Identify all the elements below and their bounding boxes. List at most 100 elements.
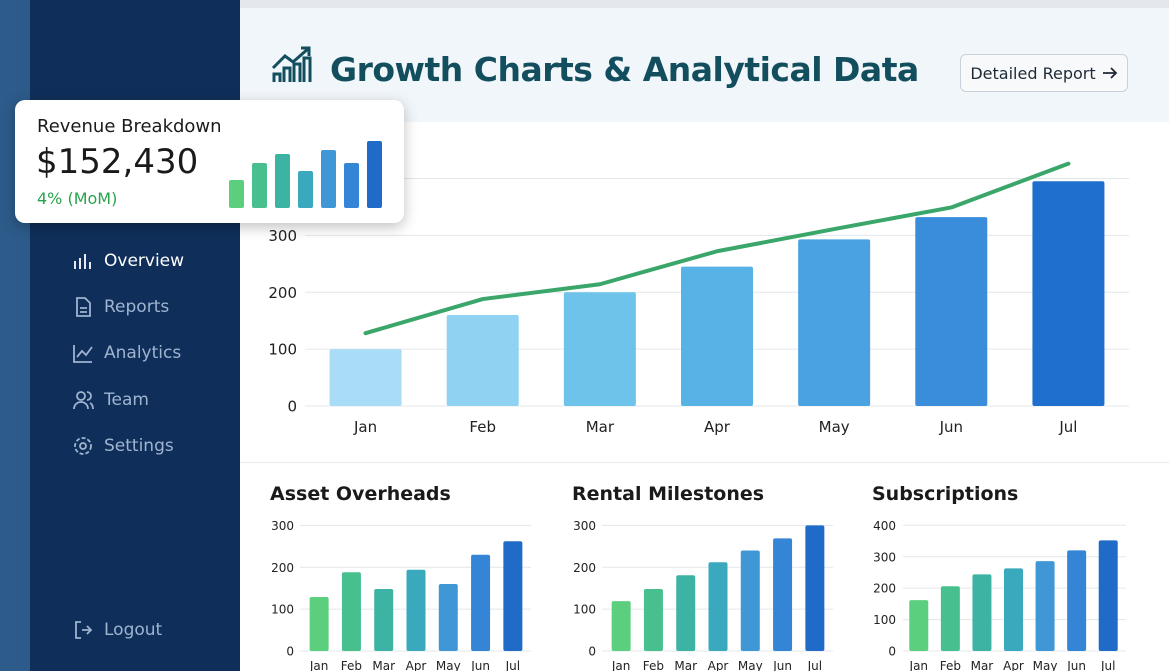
- x-tick-label: Feb: [469, 418, 496, 436]
- card-amount: $152,430: [36, 142, 199, 182]
- y-tick-label: 400: [873, 519, 896, 533]
- x-tick-label: May: [819, 418, 850, 436]
- bar: [1098, 540, 1118, 651]
- y-tick-label: 300: [268, 227, 297, 245]
- x-tick-label: Feb: [341, 659, 362, 671]
- bar: [1035, 561, 1055, 651]
- x-tick-label: Feb: [643, 659, 664, 671]
- nav-label[interactable]: Overview: [104, 251, 185, 271]
- x-tick-label: Jan: [309, 659, 329, 671]
- nav-item[interactable]: Team: [72, 389, 149, 411]
- nav-label[interactable]: Settings: [104, 436, 174, 456]
- y-tick-label: 100: [271, 603, 294, 617]
- nav-item[interactable]: Overview: [72, 250, 184, 272]
- card-change: 4% (MoM): [37, 189, 118, 208]
- top-strip: [240, 0, 1169, 8]
- bar: [406, 569, 426, 651]
- nav-label[interactable]: Logout: [104, 620, 163, 640]
- y-tick-label: 200: [573, 561, 596, 575]
- bar: [446, 314, 519, 406]
- x-tick-label: Mar: [586, 418, 615, 436]
- divider: [240, 462, 1169, 463]
- card-sparkline: [229, 141, 382, 208]
- bar: [341, 572, 361, 651]
- x-tick-label: May: [1033, 659, 1058, 671]
- x-tick-label: Mar: [674, 659, 697, 671]
- x-tick-label: Jul: [1100, 659, 1115, 671]
- nav-item[interactable]: Analytics: [72, 342, 181, 364]
- bar: [798, 239, 871, 406]
- nav-item[interactable]: Settings: [72, 435, 174, 457]
- y-tick-label: 200: [271, 561, 294, 575]
- y-tick-label: 0: [287, 398, 297, 416]
- x-tick-label: May: [738, 659, 763, 671]
- revenue-card: Revenue Breakdown $152,430 4% (MoM): [15, 100, 404, 223]
- bar: [329, 349, 402, 406]
- bar: [471, 554, 491, 651]
- line: [363, 161, 1071, 336]
- x-tick-label: Jul: [505, 659, 520, 671]
- bar: [773, 538, 793, 651]
- bar: [740, 550, 760, 651]
- bar: [309, 596, 329, 651]
- y-tick-label: 300: [873, 550, 896, 564]
- header-icon: [271, 46, 312, 82]
- x-tick-label: Jul: [807, 659, 822, 671]
- x-tick-label: Mar: [372, 659, 395, 671]
- y-tick-label: 100: [268, 341, 297, 359]
- x-tick-label: Jul: [1058, 418, 1077, 436]
- y-tick-label: 100: [873, 613, 896, 627]
- nav-label[interactable]: Team: [104, 390, 149, 410]
- x-tick-label: Jun: [939, 418, 963, 436]
- y-tick-label: 0: [588, 645, 596, 659]
- bar: [940, 586, 960, 651]
- bar: [915, 217, 988, 406]
- arrow-icon: [1102, 67, 1117, 79]
- card-title: Revenue Breakdown: [37, 116, 222, 137]
- x-tick-label: Jun: [1066, 659, 1086, 671]
- x-tick-label: May: [436, 659, 461, 671]
- y-tick-label: 200: [873, 582, 896, 596]
- bar: [676, 575, 696, 651]
- bar: [1067, 550, 1087, 651]
- chart-title: Asset Overheads: [270, 483, 451, 505]
- bar: [643, 589, 663, 651]
- y-tick-label: 0: [888, 645, 896, 659]
- x-tick-label: Jun: [470, 659, 490, 671]
- x-tick-label: Apr: [1003, 659, 1024, 671]
- x-tick-label: Jun: [772, 659, 792, 671]
- chart-title: Subscriptions: [872, 483, 1018, 505]
- bar: [972, 574, 992, 651]
- bar: [681, 266, 753, 406]
- x-tick-label: Mar: [971, 659, 994, 671]
- report-button[interactable]: Detailed Report: [960, 54, 1128, 92]
- nav-label[interactable]: Analytics: [104, 343, 182, 363]
- page-title: Growth Charts & Analytical Data: [330, 50, 919, 89]
- x-tick-label: Jan: [611, 659, 631, 671]
- nav-item[interactable]: Reports: [72, 296, 169, 318]
- x-tick-label: Apr: [708, 659, 729, 671]
- bar: [1004, 568, 1023, 651]
- y-tick-label: 0: [286, 645, 294, 659]
- bar: [438, 584, 458, 651]
- nav-label[interactable]: Reports: [104, 297, 170, 317]
- bar: [563, 292, 636, 406]
- logout[interactable]: Logout: [72, 619, 162, 641]
- bar: [708, 562, 728, 651]
- y-tick-label: 200: [268, 284, 297, 302]
- x-tick-label: Jan: [353, 418, 377, 436]
- bar: [374, 589, 394, 651]
- button-label[interactable]: Detailed Report: [970, 63, 1096, 83]
- bar: [909, 600, 929, 651]
- y-tick-label: 100: [573, 603, 596, 617]
- bar: [805, 525, 825, 651]
- bar: [1032, 181, 1105, 406]
- bar: [503, 541, 523, 651]
- chart-title: Rental Milestones: [572, 483, 764, 505]
- x-tick-label: Apr: [406, 659, 427, 671]
- bar: [611, 601, 631, 651]
- x-tick-label: Apr: [704, 418, 731, 436]
- x-tick-label: Feb: [940, 659, 961, 671]
